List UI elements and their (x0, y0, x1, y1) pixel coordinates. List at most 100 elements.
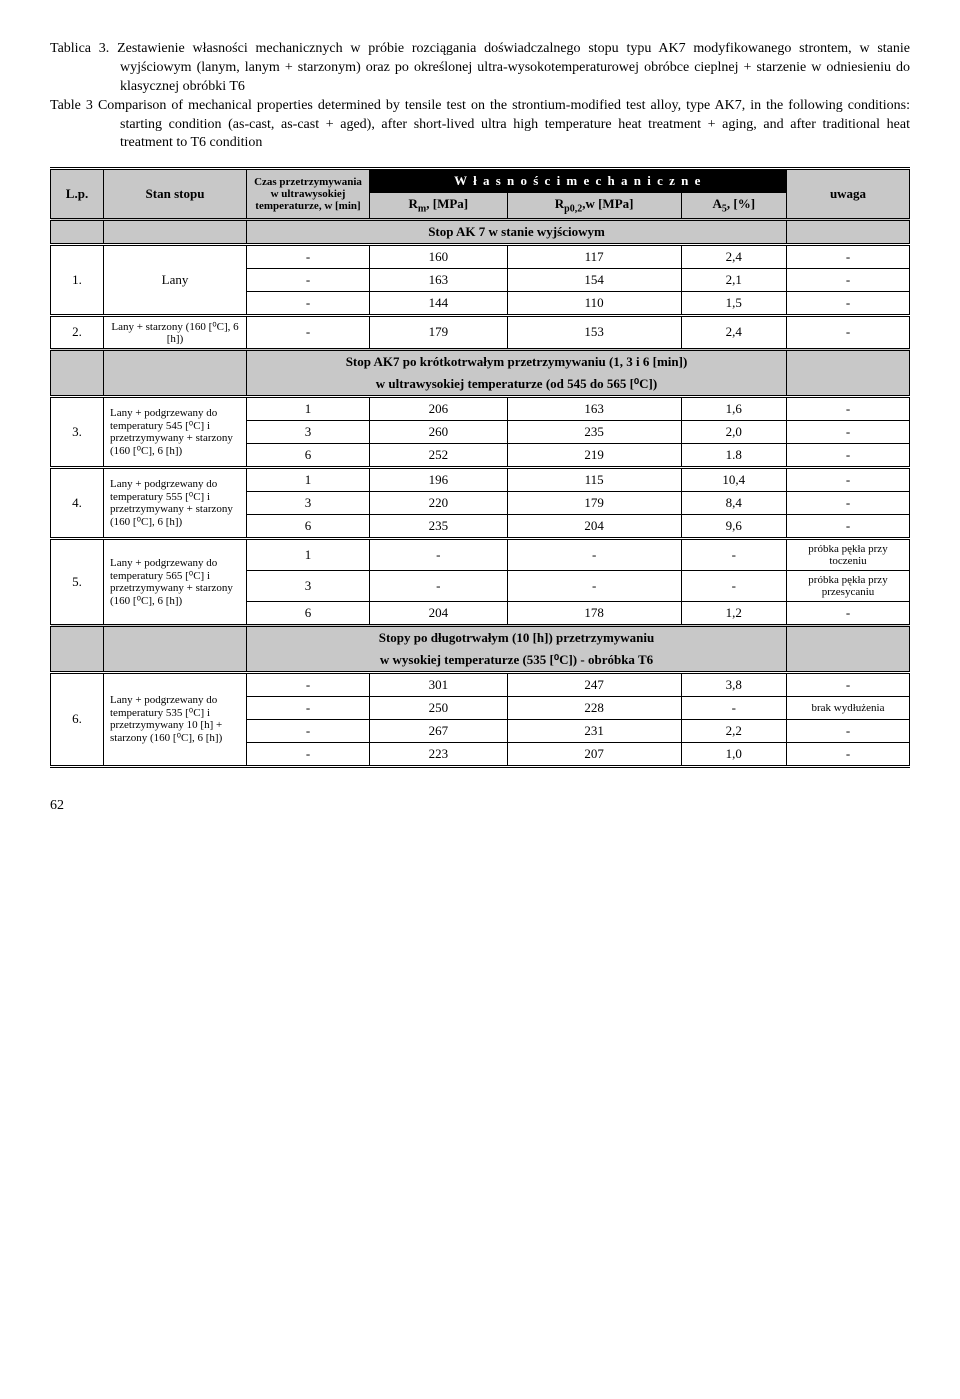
col-stan: Stan stopu (104, 169, 247, 220)
cell: 231 (507, 719, 681, 742)
table-caption: Tablica 3. Zestawienie własności mechani… (50, 40, 910, 153)
cell: 117 (507, 244, 681, 268)
col-rp: Rp0,2,w [MPa] (507, 193, 681, 220)
cell: 179 (507, 491, 681, 514)
row-stan: Lany + podgrzewany do temperatury 565 [⁰… (104, 538, 247, 625)
cell: 163 (507, 396, 681, 420)
col-a5: A5, [%] (681, 193, 786, 220)
section-2-title-b: w ultrawysokiej temperaturze (od 545 do … (247, 373, 787, 397)
cell: 3 (247, 491, 370, 514)
cell: 247 (507, 672, 681, 696)
cell: - (681, 696, 786, 719)
cell: 144 (370, 291, 508, 315)
cell: 235 (370, 514, 508, 538)
row-stan: Lany + starzony (160 [⁰C], 6 [h]) (104, 315, 247, 349)
cell: 153 (507, 315, 681, 349)
cell: 301 (370, 672, 508, 696)
section-2-title-a: Stop AK7 po krótkotrwałym przetrzymywani… (247, 349, 787, 373)
section-1-title: Stop AK 7 w stanie wyjściowym (247, 219, 787, 244)
cell: 2,4 (681, 315, 786, 349)
cell: - (247, 268, 370, 291)
cell: - (787, 719, 910, 742)
section-3-title-b: w wysokiej temperaturze (535 [⁰C]) - obr… (247, 649, 787, 673)
row-idx: 1. (51, 244, 104, 315)
row-idx: 3. (51, 396, 104, 467)
cell: 3 (247, 420, 370, 443)
blank (787, 625, 910, 672)
cell: 3 (247, 570, 370, 601)
cell: 260 (370, 420, 508, 443)
cell: 2,4 (681, 244, 786, 268)
row-idx: 5. (51, 538, 104, 625)
cell: 1,0 (681, 742, 786, 766)
cell: 2,2 (681, 719, 786, 742)
cell: 1,6 (681, 396, 786, 420)
cell: - (787, 672, 910, 696)
cell: - (507, 570, 681, 601)
cell: 220 (370, 491, 508, 514)
cell: - (247, 291, 370, 315)
blank (104, 349, 247, 396)
row-idx: 4. (51, 467, 104, 538)
blank (787, 349, 910, 396)
cell: 250 (370, 696, 508, 719)
cell: 223 (370, 742, 508, 766)
cell: 1.8 (681, 443, 786, 467)
cell: - (247, 315, 370, 349)
cell: 10,4 (681, 467, 786, 491)
cell: - (787, 268, 910, 291)
row-stan: Lany + podgrzewany do temperatury 535 [⁰… (104, 672, 247, 766)
blank (104, 219, 247, 244)
cell: próbka pękła przy toczeniu (787, 538, 910, 570)
row-stan: Lany + podgrzewany do temperatury 545 [⁰… (104, 396, 247, 467)
page-number: 62 (50, 798, 910, 814)
cell: 160 (370, 244, 508, 268)
cell: - (787, 443, 910, 467)
cell: 179 (370, 315, 508, 349)
caption-en-text: Comparison of mechanical properties dete… (98, 98, 910, 151)
cell: 204 (370, 601, 508, 625)
cell: 6 (247, 443, 370, 467)
row-idx: 6. (51, 672, 104, 766)
cell: - (370, 570, 508, 601)
cell: 207 (507, 742, 681, 766)
cell: 219 (507, 443, 681, 467)
cell: 6 (247, 514, 370, 538)
col-uwaga: uwaga (787, 169, 910, 220)
cell: - (681, 570, 786, 601)
cell: 178 (507, 601, 681, 625)
cell: - (787, 742, 910, 766)
cell: - (247, 742, 370, 766)
cell: 3,8 (681, 672, 786, 696)
blank (104, 625, 247, 672)
cell: brak wydłużenia (787, 696, 910, 719)
cell: 1 (247, 538, 370, 570)
cell: 9,6 (681, 514, 786, 538)
caption-en-label: Table 3 (50, 98, 93, 113)
cell: 1 (247, 396, 370, 420)
blank (51, 625, 104, 672)
blank (787, 219, 910, 244)
cell: 196 (370, 467, 508, 491)
cell: próbka pękła przy przesycaniu (787, 570, 910, 601)
cell: 206 (370, 396, 508, 420)
cell: - (787, 291, 910, 315)
cell: - (787, 244, 910, 268)
cell: - (787, 601, 910, 625)
cell: - (787, 315, 910, 349)
cell: 2,0 (681, 420, 786, 443)
cell: 228 (507, 696, 681, 719)
cell: - (681, 538, 786, 570)
cell: 1,5 (681, 291, 786, 315)
section-3-title-a: Stopy po długotrwałym (10 [h]) przetrzym… (247, 625, 787, 649)
col-czas: Czas przetrzymywania w ultrawysokiej tem… (247, 169, 370, 220)
caption-pl-label: Tablica 3. (50, 41, 109, 56)
cell: - (787, 491, 910, 514)
cell: - (507, 538, 681, 570)
blank (51, 219, 104, 244)
cell: 267 (370, 719, 508, 742)
row-stan: Lany + podgrzewany do temperatury 555 [⁰… (104, 467, 247, 538)
cell: 154 (507, 268, 681, 291)
cell: - (247, 719, 370, 742)
cell: 6 (247, 601, 370, 625)
